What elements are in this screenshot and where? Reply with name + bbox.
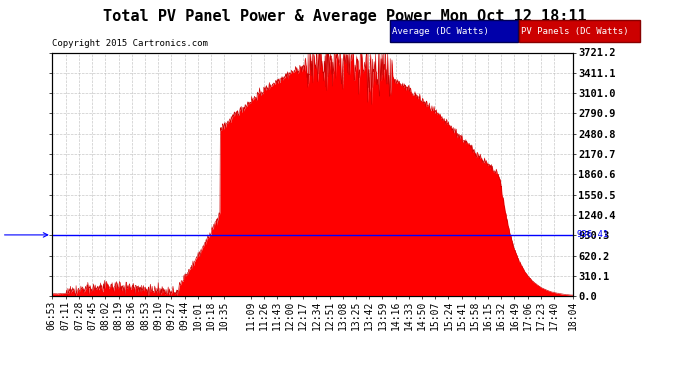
Text: 936.41: 936.41 <box>0 230 48 239</box>
Text: 936.41: 936.41 <box>577 230 609 239</box>
Text: Average (DC Watts): Average (DC Watts) <box>392 27 489 36</box>
Text: PV Panels (DC Watts): PV Panels (DC Watts) <box>521 27 629 36</box>
Text: Copyright 2015 Cartronics.com: Copyright 2015 Cartronics.com <box>52 39 208 48</box>
Text: Total PV Panel Power & Average Power Mon Oct 12 18:11: Total PV Panel Power & Average Power Mon… <box>104 9 586 24</box>
